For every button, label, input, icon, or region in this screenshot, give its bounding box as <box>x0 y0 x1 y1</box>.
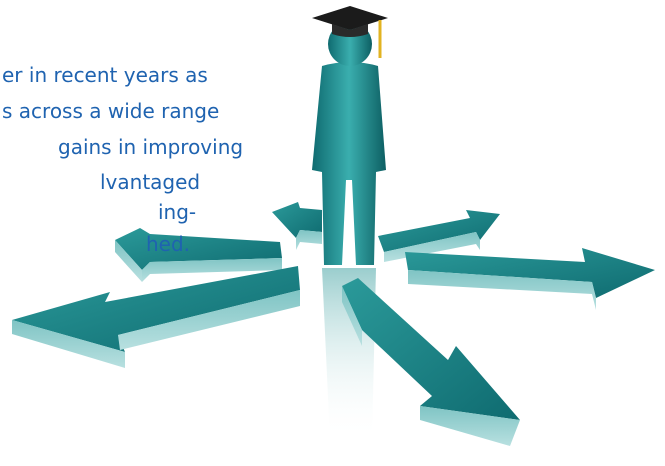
arrow-right <box>405 248 655 310</box>
graduate-figure <box>312 6 388 265</box>
arrow-back-small <box>272 202 322 250</box>
text-line: ing- <box>158 200 197 224</box>
text-line: lvantaged <box>100 170 201 194</box>
text-line: gains in improving <box>58 135 244 159</box>
text-line: er in recent years as <box>2 63 208 87</box>
arrow-front <box>342 278 520 446</box>
arrow-front-left <box>12 266 300 368</box>
arrow-back-left <box>115 228 282 282</box>
text-line: hed. <box>146 232 191 256</box>
text-line: s across a wide range <box>2 99 220 123</box>
